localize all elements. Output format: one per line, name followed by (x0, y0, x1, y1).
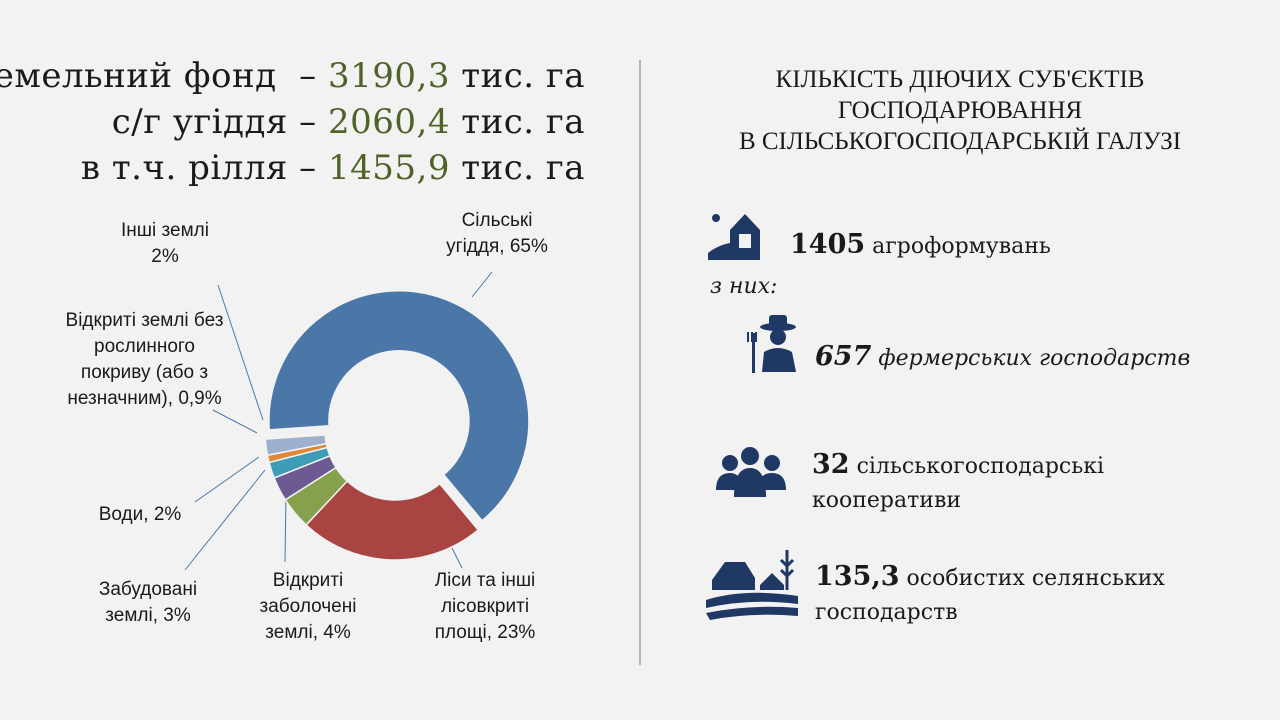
header-value: 1455,9 (328, 148, 450, 188)
data-label: Води, 2% (70, 502, 210, 528)
value-label: 0,9% (178, 388, 222, 409)
panel-item: 1405 агроформувань (790, 228, 1190, 264)
value-label: 65% (509, 236, 548, 257)
header-line: Земельний фонд – 3190,3 тис. га (0, 56, 585, 96)
title-line: ГОСПОДАРЮВАННЯ (837, 97, 1083, 124)
panel-item: 135,3 особистих селянських господарств (815, 560, 1175, 630)
header-label: Земельний фонд – (0, 56, 317, 96)
value-label: 3% (163, 605, 191, 626)
data-label: Ліси та інші лісовкриті площі, 23% (420, 568, 550, 646)
item-text: сільськогосподарські кооперативи (812, 454, 1105, 513)
category-name: Забудовані землі, (98, 579, 198, 626)
panel-item: з них: (710, 270, 1010, 304)
farmer-icon (747, 315, 796, 373)
header-line: с/г угіддя – 2060,4 тис. га (112, 102, 585, 142)
value-label: 4% (323, 622, 351, 643)
header-value: 3190,3 (328, 56, 450, 96)
leader-line (451, 547, 463, 569)
icons (706, 214, 798, 620)
data-label: Відкриті землі без рослинного покриву (а… (57, 308, 232, 412)
leader-line (212, 409, 258, 434)
item-text: особистих селянських господарств (815, 566, 1165, 625)
data-label: Відкриті заболочені землі, 4% (253, 568, 363, 646)
title-line: В СІЛЬСЬКОГОСПОДАРСЬКІЙ ГАЛУЗІ (738, 128, 1182, 155)
item-number: 657 (815, 341, 872, 372)
donut-segment (268, 290, 530, 522)
leader-line (194, 456, 260, 503)
data-label: Інші землі 2% (105, 218, 225, 270)
donut-segment (305, 480, 480, 561)
leader-line (284, 494, 287, 563)
category-name: Інші землі (121, 220, 209, 241)
header-unit: тис. га (461, 56, 585, 96)
header-value: 2060,4 (328, 102, 450, 142)
item-number: 32 (812, 449, 850, 480)
leader-line (217, 284, 264, 421)
category-name: Сільські угіддя, (446, 210, 533, 257)
village-icon (706, 550, 798, 620)
value-label: 2% (151, 246, 179, 267)
item-text: агроформувань (872, 234, 1051, 259)
data-label: Сільські угіддя, 65% (437, 208, 557, 260)
category-name: Ліси та інші лісовкриті площі, (434, 570, 536, 643)
category-name: Відкриті землі без рослинного покриву (а… (65, 310, 224, 409)
header-unit: тис. га (461, 148, 585, 188)
data-label: Забудовані землі, 3% (93, 577, 203, 629)
header-label: в т.ч. рілля – (80, 148, 317, 188)
item-text: фермерських господарств (878, 346, 1191, 371)
value-label: 23% (497, 622, 536, 643)
leader-line (471, 271, 493, 298)
leader-line (184, 469, 266, 571)
people-icon (716, 447, 786, 497)
panel-title: КІЛЬКІСТЬ ДІЮЧИХ СУБ'ЄКТІВ ГОСПОДАРЮВАННЯ… (660, 64, 1260, 157)
item-number: 135,3 (815, 561, 900, 592)
header-unit: тис. га (461, 102, 585, 142)
item-text: з них: (710, 274, 778, 299)
value-label: 2% (153, 504, 182, 525)
donut-segment (264, 434, 328, 457)
title-line: КІЛЬКІСТЬ ДІЮЧИХ СУБ'ЄКТІВ (775, 66, 1145, 93)
leader-lines (184, 271, 493, 571)
panel-item: 657 фермерських господарств (815, 340, 1255, 376)
category-name: Води, (98, 504, 149, 525)
farm-icon (708, 214, 760, 260)
category-name: Відкриті заболочені землі, (259, 570, 357, 643)
panel-item: 32 сільськогосподарські кооперативи (812, 448, 1172, 518)
header-label: с/г угіддя – (111, 102, 317, 142)
item-number: 1405 (790, 229, 866, 260)
header-line: в т.ч. рілля – 1455,9 тис. га (81, 148, 585, 188)
